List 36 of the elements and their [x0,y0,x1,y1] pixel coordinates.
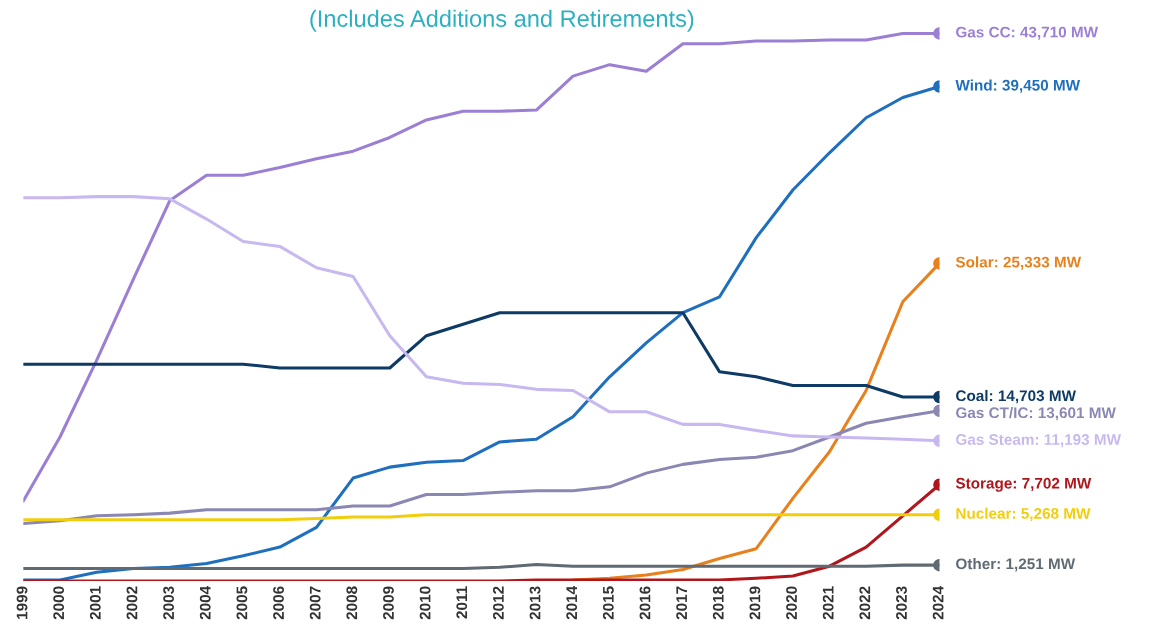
x-tick-label: 2012 [492,586,504,620]
x-tick-label: 1999 [16,586,28,619]
x-tick-label: 2020 [786,586,797,620]
x-tick-label: 2006 [273,586,284,620]
series-label: Other: 1,251 MW [956,558,1076,572]
series-label: Coal: 14,703 MW [956,389,1076,404]
series-label: Gas CC: 43,710 MW [956,26,1099,40]
x-tick-label: 2013 [529,586,541,620]
x-tick-label: 2018 [712,586,724,620]
x-tick-label: 2002 [126,586,138,620]
x-tick-label: 2017 [676,586,688,620]
x-tick-label: 2016 [639,586,651,620]
series-label: Gas Steam: 11,193 MW [956,434,1122,448]
x-tick-label: 2023 [896,586,907,620]
x-tick-label: 2007 [309,586,321,620]
x-tick-label: 2024 [932,585,944,620]
x-tick-label: 2003 [163,586,175,620]
x-tick-label: 2001 [89,586,101,620]
series-label: Solar: 25,333 MW [955,256,1082,270]
series-label: Nuclear: 5,268 MW [956,507,1091,522]
series-label: Wind: 39,450 MW [955,79,1081,93]
series-label: Storage: 7,702 MW [955,477,1092,492]
x-tick-label: 2011 [456,586,468,619]
x-tick-label: 2022 [859,586,871,620]
series-label: Gas CT/IC: 13,601 MW [956,406,1116,421]
x-tick-label: 2015 [602,586,614,620]
x-tick-label: 2019 [749,586,761,620]
x-tick-label: 2008 [346,586,358,620]
x-tick-label: 2005 [236,586,248,620]
chart-title: (Includes Additions and Retirements) [310,9,694,32]
x-tick-label: 2004 [199,585,211,620]
x-tick-label: 2010 [419,586,431,620]
x-tick-label: 2000 [53,586,65,620]
x-tick-label: 2021 [822,586,834,620]
x-tick-label: 2009 [383,586,394,620]
x-tick-label: 2014 [566,585,578,620]
